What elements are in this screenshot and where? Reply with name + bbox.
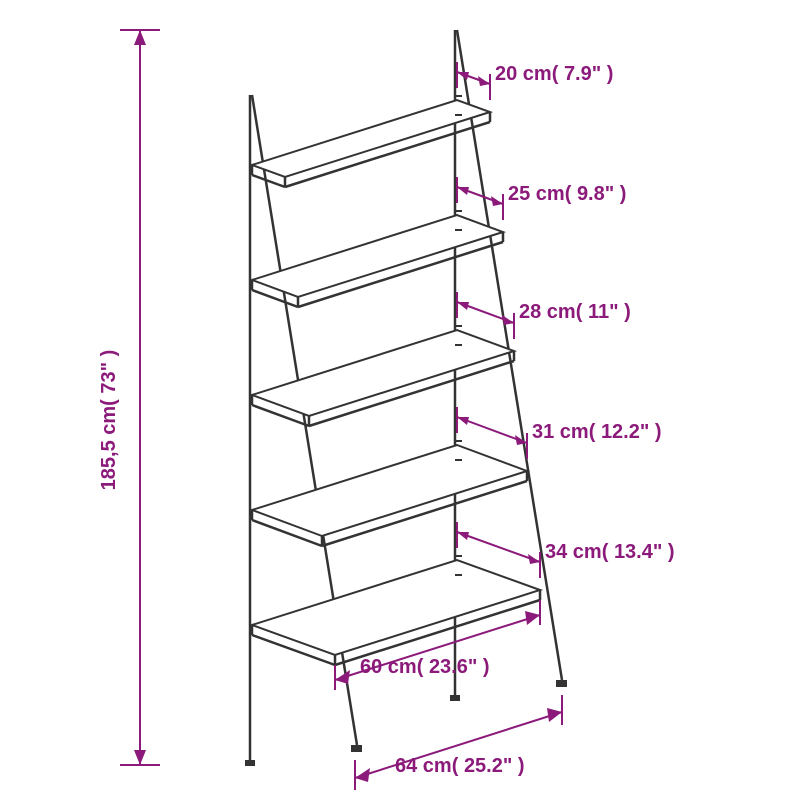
svg-text:31 cm( 12.2" ): 31 cm( 12.2" ) [532, 421, 662, 443]
dim-height-in: 73" [98, 362, 120, 394]
svg-text:25 cm( 9.8" ): 25 cm( 9.8" ) [508, 183, 626, 205]
dim-d3-cm: 28 cm [519, 301, 576, 323]
dim-depth-3: 28 cm( 11" ) [457, 292, 631, 339]
dim-shelfw-cm: 60 cm [360, 656, 417, 678]
shelf-2 [252, 215, 503, 307]
ladder-shelf-diagram: 185,5 cm( 73" ) 64 cm( 25.2" ) 60 cm( 23… [0, 0, 800, 800]
shelf-4 [252, 445, 527, 546]
dim-d1-in: 7.9" [564, 63, 601, 85]
dim-d5-in: 13.4" [614, 541, 662, 563]
dim-d2-in: 9.8" [577, 183, 614, 205]
svg-text:60 cm( 23.6" ): 60 cm( 23.6" ) [360, 656, 490, 678]
svg-text:20 cm( 7.9" ): 20 cm( 7.9" ) [495, 63, 613, 85]
foot-cap [556, 680, 567, 687]
dim-shelfw-in: 23.6" [429, 656, 477, 678]
dim-d3-in: 11" [588, 301, 619, 323]
svg-text:28 cm( 11" ): 28 cm( 11" ) [519, 301, 631, 323]
dim-d2-cm: 25 cm [508, 183, 565, 205]
foot-cap [351, 745, 362, 752]
dim-base-width: 64 cm( 25.2" ) [355, 695, 562, 790]
dim-height: 185,5 cm( 73" ) [98, 30, 160, 765]
shelf-5 [252, 560, 540, 665]
svg-text:185,5 cm( 73" ): 185,5 cm( 73" ) [98, 350, 120, 491]
dim-d4-cm: 31 cm [532, 421, 589, 443]
dim-d1-cm: 20 cm [495, 63, 552, 85]
foot-cap [245, 760, 255, 766]
dim-base-cm: 64 cm [395, 755, 452, 777]
svg-text:34 cm( 13.4" ): 34 cm( 13.4" ) [545, 541, 675, 563]
dim-height-cm: 185,5 cm [98, 406, 120, 491]
dim-depth-1: 20 cm( 7.9" ) [457, 62, 613, 100]
foot-cap [450, 695, 460, 701]
dim-d4-in: 12.2" [601, 421, 649, 443]
dim-base-in: 25.2" [464, 755, 512, 777]
dim-d5-cm: 34 cm [545, 541, 602, 563]
svg-text:64 cm( 25.2" ): 64 cm( 25.2" ) [395, 755, 525, 777]
dim-depth-4: 31 cm( 12.2" ) [457, 407, 662, 459]
dim-depth-5: 34 cm( 13.4" ) [457, 522, 675, 578]
